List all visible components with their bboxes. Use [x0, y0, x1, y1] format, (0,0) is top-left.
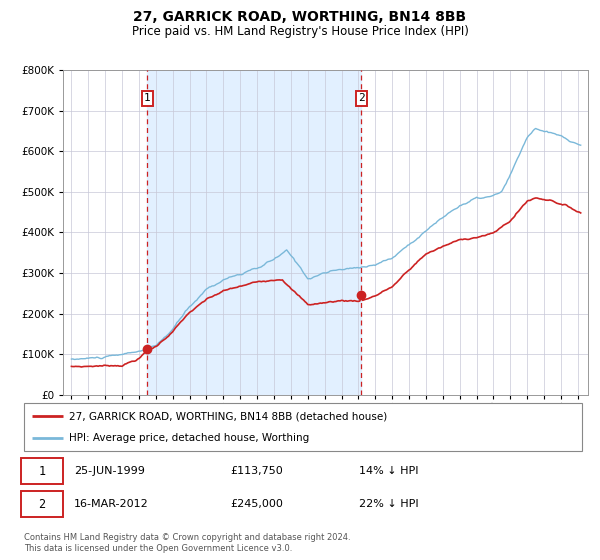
Text: 27, GARRICK ROAD, WORTHING, BN14 8BB: 27, GARRICK ROAD, WORTHING, BN14 8BB — [133, 10, 467, 24]
FancyBboxPatch shape — [21, 458, 63, 484]
Text: 14% ↓ HPI: 14% ↓ HPI — [359, 466, 418, 476]
Text: 16-MAR-2012: 16-MAR-2012 — [74, 499, 149, 509]
Text: Contains HM Land Registry data © Crown copyright and database right 2024.
This d: Contains HM Land Registry data © Crown c… — [24, 533, 350, 553]
Text: 1: 1 — [38, 465, 46, 478]
FancyBboxPatch shape — [21, 491, 63, 517]
Text: 2: 2 — [38, 497, 46, 511]
Text: 1: 1 — [144, 94, 151, 104]
Text: Price paid vs. HM Land Registry's House Price Index (HPI): Price paid vs. HM Land Registry's House … — [131, 25, 469, 38]
Bar — [148, 70, 361, 395]
Text: £113,750: £113,750 — [230, 466, 283, 476]
Text: 27, GARRICK ROAD, WORTHING, BN14 8BB (detached house): 27, GARRICK ROAD, WORTHING, BN14 8BB (de… — [68, 411, 387, 421]
Text: £245,000: £245,000 — [230, 499, 283, 509]
Text: 25-JUN-1999: 25-JUN-1999 — [74, 466, 145, 476]
Text: 22% ↓ HPI: 22% ↓ HPI — [359, 499, 418, 509]
FancyBboxPatch shape — [24, 403, 582, 451]
Text: 2: 2 — [358, 94, 365, 104]
Text: HPI: Average price, detached house, Worthing: HPI: Average price, detached house, Wort… — [68, 433, 309, 443]
